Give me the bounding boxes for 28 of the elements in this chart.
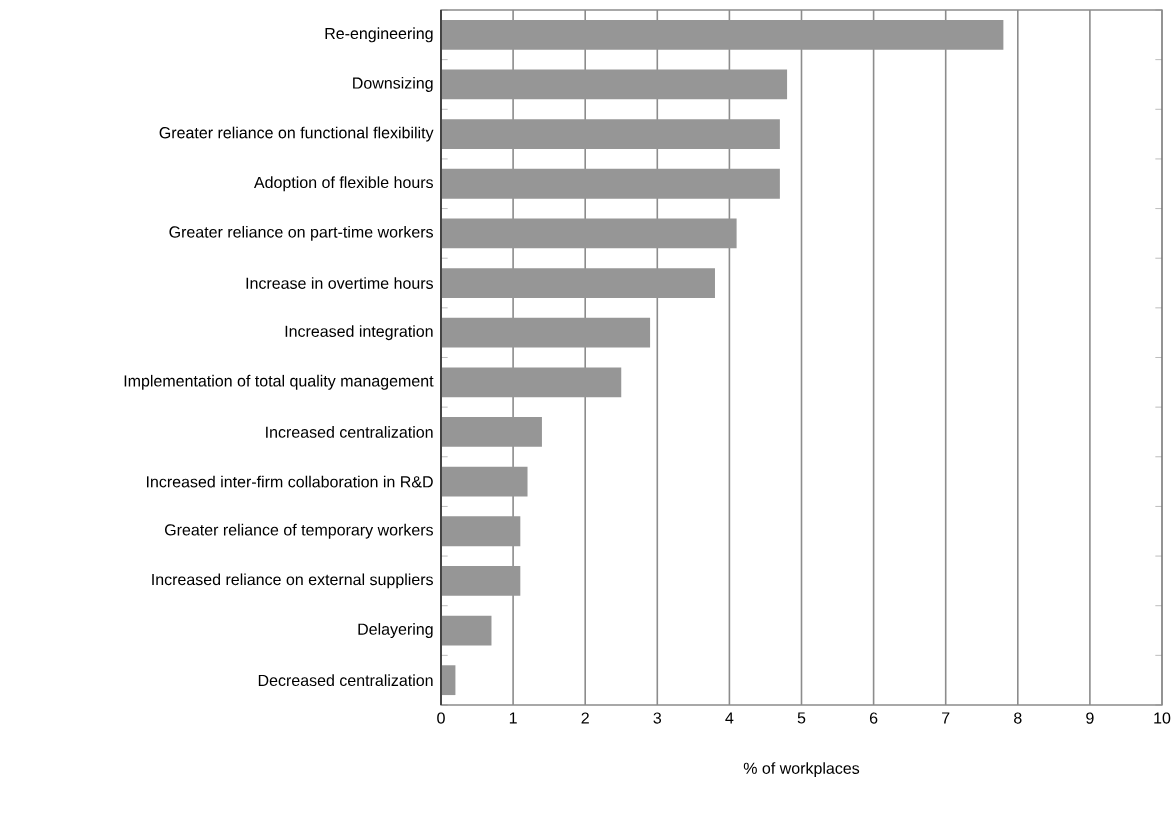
- x-tick-label: 3: [653, 712, 662, 724]
- x-tick-label: 5: [797, 712, 806, 724]
- x-tick-label: 8: [1014, 712, 1022, 724]
- x-tick-label: 0: [437, 712, 445, 724]
- y-tick-label: Decreased centralization: [258, 674, 433, 687]
- y-tick-label: Greater reliance on functional flexibility: [159, 126, 434, 142]
- x-tick-label: 6: [869, 712, 878, 724]
- y-tick-label: Increase in overtime hours: [246, 277, 434, 289]
- y-tick-label: Downsizing: [353, 77, 433, 92]
- x-tick-label: 7: [942, 712, 950, 724]
- bar: [441, 665, 456, 696]
- y-tick-label: Delayering: [358, 623, 433, 638]
- x-tick-label: 9: [1086, 712, 1094, 724]
- x-tick-label: 2: [581, 712, 589, 724]
- x-tick-label: 1: [509, 712, 517, 724]
- y-tick-label: Implementation of total quality management: [124, 374, 434, 390]
- y-tick-label: Increased integration: [285, 325, 433, 341]
- x-tick-label: 4: [725, 712, 734, 724]
- y-tick-label: Greater reliance of temporary workers: [164, 523, 434, 539]
- y-tick-label: Greater reliance on part-time workers: [169, 225, 433, 241]
- y-tick-label: Increased inter-firm collaboration in R&D: [146, 475, 433, 488]
- y-tick-label: Increased reliance on external suppliers: [152, 573, 433, 589]
- x-tick-label: 10: [1154, 712, 1171, 724]
- y-tick-label: Increased centralization: [266, 426, 433, 438]
- bar: [441, 615, 492, 646]
- x-axis-title: % of workplaces: [743, 762, 860, 778]
- y-tick-label: Re-engineering: [325, 27, 433, 43]
- y-tick-label: Adoption of flexible hours: [253, 176, 434, 192]
